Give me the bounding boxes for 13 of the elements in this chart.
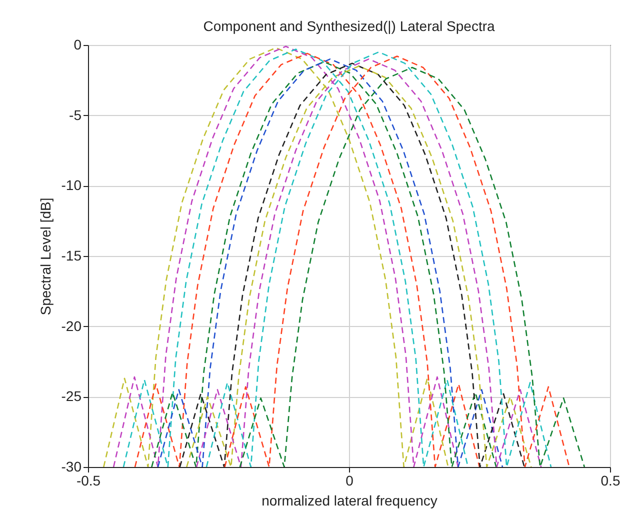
y-tick-label: -30 (61, 458, 82, 474)
x-tick-label: -0.5 (76, 472, 101, 488)
y-tick-label: -25 (61, 388, 82, 404)
chart-title: Component and Synthesized(|) Lateral Spectra (203, 18, 495, 34)
y-tick-label: -20 (61, 318, 82, 334)
y-tick-label: -10 (61, 177, 82, 194)
x-tick-label: 0.5 (600, 472, 620, 488)
y-tick-label: 0 (74, 36, 82, 52)
y-axis-title: Spectral Level [dB] (37, 198, 54, 316)
x-tick-label: 0 (346, 472, 354, 488)
y-tick-label: -15 (61, 248, 82, 264)
y-tick-label: -5 (69, 106, 82, 123)
x-axis-title: normalized lateral frequency (262, 492, 438, 508)
